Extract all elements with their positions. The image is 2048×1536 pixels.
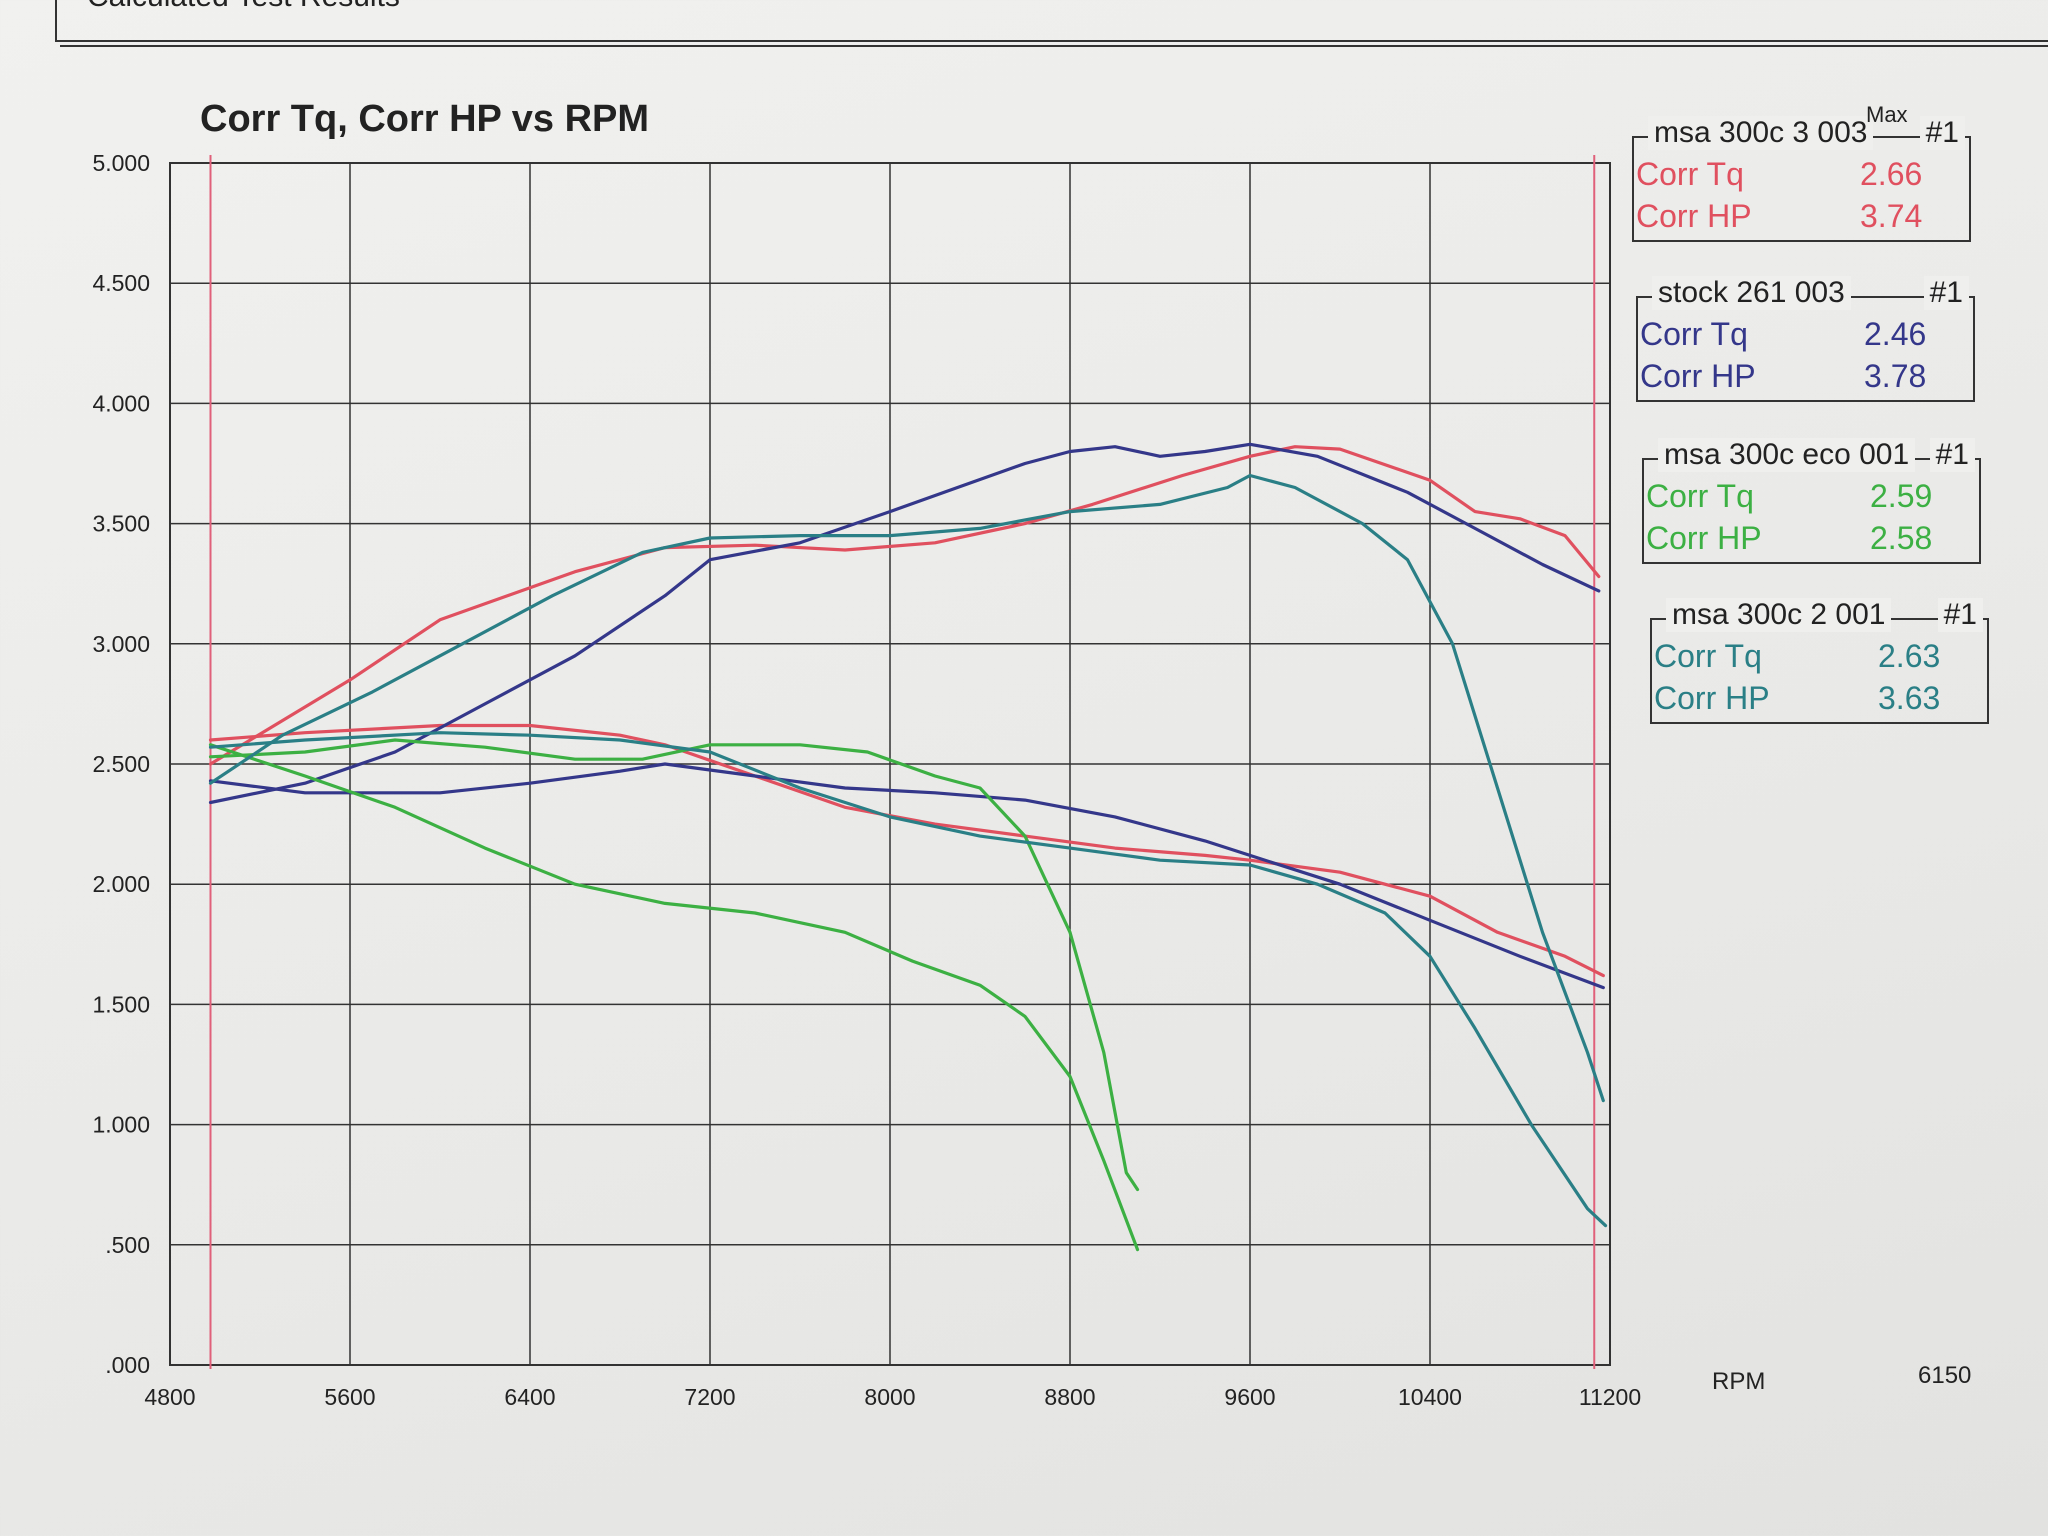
y-tick-label: 5.000 xyxy=(92,150,150,176)
x-axis-label: RPM xyxy=(1712,1368,1766,1395)
x-tick-label: 4800 xyxy=(144,1384,195,1410)
legend-run-number: #1 xyxy=(1937,598,1983,632)
report-header-title: Calculated Test Results xyxy=(87,0,400,14)
report-header-box: Calculated Test Results xyxy=(55,0,2048,42)
legend-run-number: #1 xyxy=(1923,276,1969,310)
series-line-msa-300c-3-003-corr-hp xyxy=(208,445,1601,766)
x-tick-label: 10400 xyxy=(1398,1384,1462,1410)
legend-hp-value: 2.58 xyxy=(1870,520,1933,556)
legend-tq-label: Corr Tq xyxy=(1646,478,1754,514)
y-tick-label: 4.000 xyxy=(92,390,150,416)
legend-entry: stock 261 003 #1 Corr Tq 2.46 Corr HP 3.78 xyxy=(1636,276,1975,402)
legend-hp-label: Corr HP xyxy=(1646,520,1762,556)
legend-entry: msa 300c eco 001 #1 Corr Tq 2.59 Corr HP 2.58 xyxy=(1642,438,1981,564)
series-line-stock-261-003-corr-hp xyxy=(208,442,1601,805)
y-tick-label: 4.500 xyxy=(92,270,150,296)
legend-tq-value: 2.46 xyxy=(1864,316,1927,352)
legend-run-name: stock 261 003 xyxy=(1652,276,1851,310)
x-tick-label: 7200 xyxy=(684,1384,735,1410)
legend-hp-value: 3.74 xyxy=(1860,198,1923,234)
legend-tq-value: 2.66 xyxy=(1860,156,1923,192)
legend-hp-label: Corr HP xyxy=(1640,358,1756,394)
legend-hp-value: 3.78 xyxy=(1864,358,1927,394)
y-tick-label: 3.500 xyxy=(92,511,150,537)
y-tick-label: 3.000 xyxy=(92,631,150,657)
y-tick-label: .500 xyxy=(105,1232,150,1258)
series-line-msa-300c-eco-001-corr-hp xyxy=(208,738,1140,1192)
series-line-msa-300c-2-001-corr-tq xyxy=(208,731,1608,1228)
rpm-readout: 6150 xyxy=(1918,1362,1972,1389)
legend-tq-label: Corr Tq xyxy=(1654,638,1762,674)
legend-hp-value: 3.63 xyxy=(1878,680,1941,716)
legend-hp-label: Corr HP xyxy=(1654,680,1770,716)
series-line-stock-261-003-corr-tq xyxy=(208,762,1605,990)
chart-title: Corr Tq, Corr HP vs RPM xyxy=(200,98,650,140)
x-tick-label: 11200 xyxy=(1579,1384,1641,1410)
y-tick-label: 1.500 xyxy=(92,991,150,1017)
y-tick-label: .000 xyxy=(105,1352,150,1378)
series-line-msa-300c-3-003-corr-tq xyxy=(208,723,1605,978)
x-tick-label: 6400 xyxy=(504,1384,555,1410)
legend-entry: msa 300c 3 003 #1 Max Corr Tq 2.66 Corr HP 3.7… xyxy=(1632,102,1971,242)
legend-tq-value: 2.63 xyxy=(1878,638,1941,674)
x-tick-label: 5600 xyxy=(324,1384,375,1410)
legend-run-name: msa 300c 2 001 xyxy=(1666,598,1892,632)
legend-tq-label: Corr Tq xyxy=(1640,316,1748,352)
legend-tq-label: Corr Tq xyxy=(1636,156,1744,192)
legend-run-number: #1 xyxy=(1919,116,1965,150)
legend-hp-label: Corr HP xyxy=(1636,198,1752,234)
legend-tq-value: 2.59 xyxy=(1870,478,1933,514)
x-tick-label: 8000 xyxy=(864,1384,915,1410)
legend-max-label: Max xyxy=(1866,102,1908,127)
y-tick-label: 2.000 xyxy=(92,871,150,897)
series-line-msa-300c-eco-001-corr-tq xyxy=(208,743,1140,1252)
legend-run-name: msa 300c 3 003 xyxy=(1648,116,1874,150)
y-tick-label: 2.500 xyxy=(92,751,150,777)
y-tick-label: 1.000 xyxy=(92,1112,150,1138)
x-tick-label: 9600 xyxy=(1224,1384,1275,1410)
x-tick-label: 8800 xyxy=(1044,1384,1095,1410)
legend-entry: msa 300c 2 001 #1 Corr Tq 2.63 Corr HP 3.63 xyxy=(1650,598,1989,724)
legend-run-number: #1 xyxy=(1929,438,1975,472)
series-line-msa-300c-2-001-corr-hp xyxy=(208,473,1605,1103)
legend-run-name: msa 300c eco 001 xyxy=(1658,438,1916,472)
